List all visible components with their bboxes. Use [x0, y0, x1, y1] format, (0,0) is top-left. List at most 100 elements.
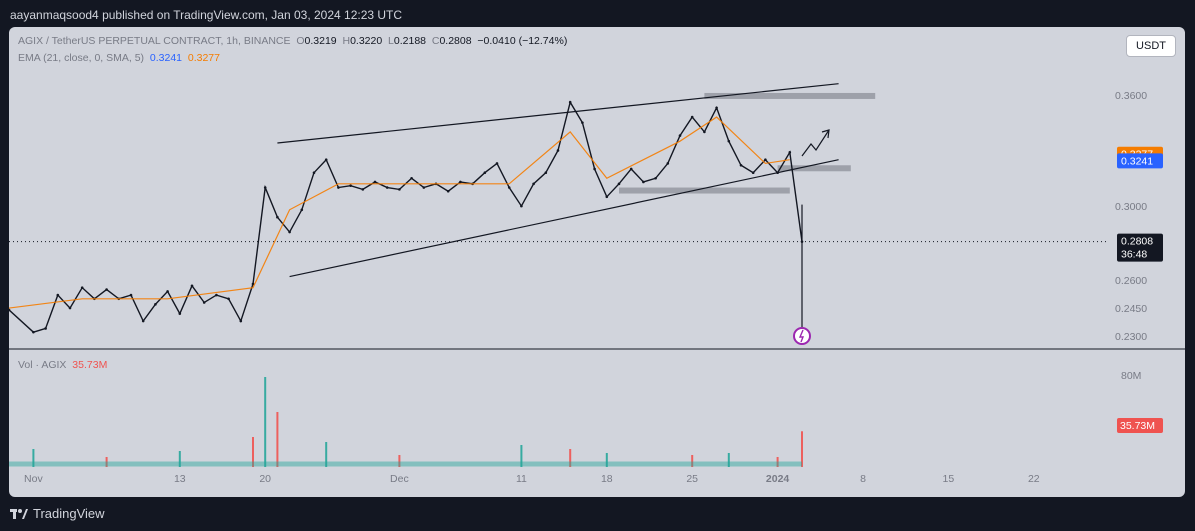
open-value: 0.3219: [304, 35, 337, 47]
projection-arrow[interactable]: [801, 129, 830, 157]
trendline[interactable]: [289, 159, 839, 278]
price-point: [190, 284, 194, 288]
volume-bar: [398, 455, 401, 467]
volume-bar: [569, 449, 572, 467]
price-point: [568, 100, 572, 104]
countdown-tag: 36:48: [1121, 249, 1147, 261]
ema-blue-tag-bg: [1117, 153, 1163, 169]
price-point: [324, 158, 328, 162]
high-value: 0.3220: [350, 35, 383, 47]
price-point: [678, 134, 682, 137]
symbol-title[interactable]: AGIX / TetherUS PERPETUAL CONTRACT, 1h, …: [18, 35, 291, 47]
price-point: [385, 186, 389, 189]
price-point: [68, 306, 72, 310]
price-point: [410, 176, 413, 180]
chart-panel[interactable]: 0.2300 0.2450 0.2600 0.3000 0.3600 80M Nov 13 20…: [9, 27, 1185, 497]
ema-line[interactable]: [9, 116, 790, 309]
price-point: [373, 180, 377, 184]
ema-value-1: 0.3241: [149, 52, 183, 64]
volume-bar: [605, 453, 608, 467]
volume-bar: [691, 455, 694, 467]
volume-legend[interactable]: Vol · AGIX 35.73M: [18, 359, 107, 371]
price-point: [56, 293, 60, 297]
price-point: [605, 195, 609, 199]
volume-bar: [325, 442, 328, 467]
price-point: [642, 180, 645, 184]
price-point: [349, 184, 352, 187]
low-label: L: [388, 35, 394, 47]
price-point: [690, 115, 694, 119]
price-point: [703, 130, 706, 134]
price-point: [32, 330, 35, 334]
price-point: [288, 230, 291, 234]
projection-arrowhead: [821, 129, 830, 139]
close-value: 0.2808: [439, 35, 472, 47]
volume-label: Vol · AGIX: [18, 359, 67, 371]
ohlc-legend: AGIX / TetherUS PERPETUAL CONTRACT, 1h, …: [18, 35, 567, 47]
price-point: [727, 139, 731, 143]
volume-bar: [105, 457, 108, 467]
price-point: [751, 171, 755, 174]
y-tick-label: 0.3600: [1115, 90, 1147, 102]
ema-blue-tag: 0.3241: [1121, 155, 1153, 167]
price-point: [312, 171, 316, 174]
close-label: C: [431, 35, 440, 47]
volume-bar: [252, 437, 254, 467]
price-point: [202, 301, 206, 304]
price-point: [141, 319, 145, 323]
price-point: [666, 162, 670, 165]
price-point: [739, 163, 743, 167]
last-price-tag: 0.2808: [1121, 236, 1153, 248]
price-point: [495, 162, 499, 165]
volume-bar: [178, 451, 181, 467]
volume-bar: [776, 457, 779, 467]
price-point: [337, 186, 340, 189]
price-point: [581, 121, 584, 124]
x-tick-label: 13: [174, 473, 186, 485]
ema-legend[interactable]: EMA (21, close, 0, SMA, 5) 0.3241 0.3277: [18, 52, 220, 64]
change-value: −0.0410 (−12.74%): [477, 35, 568, 47]
x-tick-label: 20: [259, 473, 271, 485]
chart-canvas[interactable]: 0.2300 0.2450 0.2600 0.3000 0.3600 80M Nov 13 20…: [9, 27, 1185, 497]
price-point: [361, 188, 365, 191]
price-point: [154, 303, 157, 306]
volume-bar: [727, 453, 730, 467]
last-price-tag-bg: [1117, 233, 1163, 262]
low-value: 0.2188: [393, 35, 427, 47]
price-point: [459, 180, 462, 184]
price-point: [446, 189, 450, 193]
x-tick-label: 15: [943, 473, 955, 485]
support-resistance-zone[interactable]: [619, 187, 790, 194]
volume-bar: [264, 377, 267, 467]
price-point: [251, 282, 255, 286]
support-resistance-zone[interactable]: [704, 92, 876, 99]
price-point: [617, 182, 621, 186]
price-point: [532, 182, 535, 186]
y-tick-label: 0.3000: [1115, 201, 1147, 213]
alert-icon[interactable]: [793, 327, 811, 345]
currency-button[interactable]: USDT: [1126, 35, 1176, 57]
support-resistance-zone[interactable]: [777, 165, 851, 172]
ema-label: EMA (21, close, 0, SMA, 5): [18, 52, 145, 64]
volume-tag-bg: [1117, 418, 1163, 433]
footer-brand: TradingView: [33, 506, 105, 521]
volume-axis-label: 80M: [1121, 370, 1141, 382]
x-tick-label: 11: [516, 473, 527, 485]
price-point: [105, 288, 108, 291]
volume-tag: 35.73M: [1120, 420, 1155, 432]
price-point: [422, 186, 426, 189]
price-series-line[interactable]: [9, 100, 803, 333]
price-point: [178, 312, 182, 315]
price-point: [166, 290, 169, 293]
price-point: [44, 327, 47, 330]
price-point: [398, 188, 401, 191]
price-point: [9, 308, 11, 312]
x-tick-label: Nov: [24, 473, 43, 485]
volume-bar: [801, 431, 803, 467]
price-point: [715, 106, 718, 110]
volume-bar: [32, 449, 35, 467]
price-point: [593, 167, 596, 171]
x-tick-label: 18: [601, 473, 613, 485]
trendline[interactable]: [277, 83, 839, 144]
price-point: [654, 176, 657, 180]
